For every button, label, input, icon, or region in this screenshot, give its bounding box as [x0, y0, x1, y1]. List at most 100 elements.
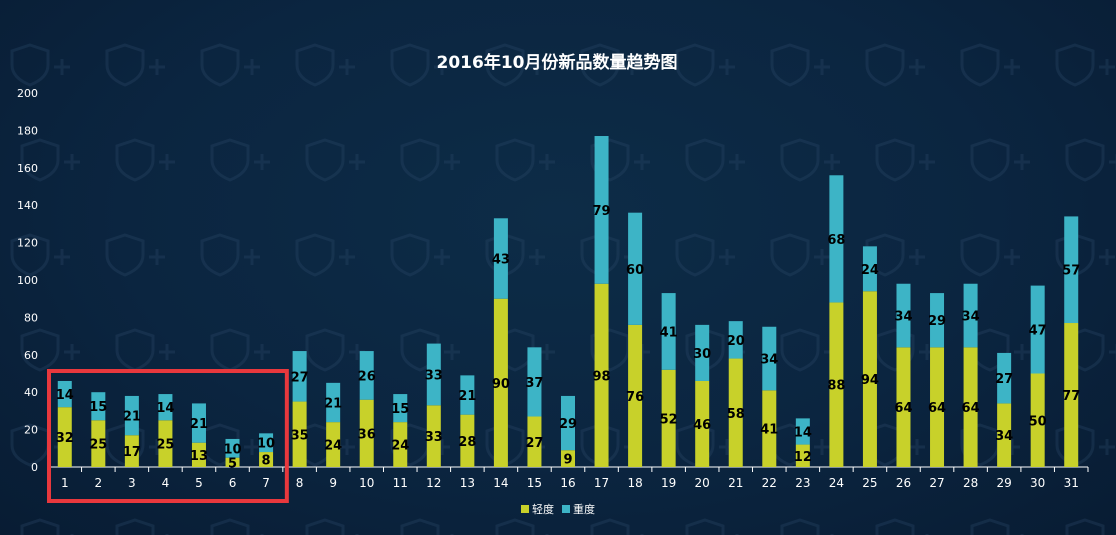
watermark-logo — [390, 233, 450, 277]
watermark-logo — [770, 233, 830, 277]
bar-segment-heavy — [359, 351, 374, 400]
highlight-box — [47, 369, 289, 503]
watermark-logo — [1065, 518, 1116, 535]
legend-swatch-heavy — [562, 505, 570, 513]
x-tick-label: 15 — [527, 476, 542, 490]
y-tick-label: 140 — [17, 199, 38, 212]
watermark-logo — [495, 518, 549, 535]
data-label: 46 — [693, 418, 711, 433]
watermark-logo — [960, 233, 1020, 277]
data-label: 24 — [861, 263, 879, 278]
x-tick-label: 17 — [594, 476, 609, 490]
watermark-logo — [10, 233, 70, 277]
x-tick-label: 9 — [329, 476, 337, 490]
data-label: 34 — [760, 353, 778, 368]
chart-title: 2016年10月份新品数量趋势图 — [437, 52, 678, 73]
data-label: 41 — [660, 325, 678, 340]
x-tick-label: 20 — [695, 476, 710, 490]
data-label: 52 — [660, 412, 678, 427]
bar-segment-heavy — [191, 403, 206, 443]
watermark-logo — [10, 43, 70, 87]
bar-segment-light — [91, 420, 106, 467]
x-tick-label: 25 — [862, 476, 877, 490]
bar-segment-heavy — [527, 347, 542, 417]
bar-segment-heavy — [1030, 285, 1045, 374]
watermark-logo — [675, 43, 735, 87]
data-label: 10 — [223, 442, 241, 457]
x-tick-label: 11 — [393, 476, 408, 490]
data-label: 27 — [525, 436, 543, 451]
data-label: 64 — [962, 401, 980, 416]
bar-segment-heavy — [57, 380, 72, 408]
bar-segment-heavy — [896, 283, 911, 348]
bar-segment-light — [829, 302, 844, 467]
y-tick-label: 100 — [17, 274, 38, 287]
data-label: 76 — [626, 390, 644, 405]
watermark-logo — [105, 233, 165, 277]
watermark-logo — [590, 518, 644, 535]
bar-segment-light — [963, 347, 978, 467]
data-label: 68 — [827, 233, 845, 248]
bar-segment-heavy — [561, 395, 575, 451]
data-label: 60 — [626, 263, 644, 278]
data-label: 21 — [458, 389, 476, 404]
watermark-logo — [210, 518, 264, 535]
data-label: 10 — [257, 437, 275, 452]
x-tick-label: 8 — [296, 476, 304, 490]
x-tick-label: 23 — [795, 476, 810, 490]
x-tick-label: 19 — [661, 476, 676, 490]
watermark-logo — [1065, 138, 1116, 182]
data-label: 5 — [228, 456, 237, 471]
x-tick-label: 13 — [460, 476, 475, 490]
data-label: 29 — [928, 314, 946, 329]
data-label: 43 — [492, 252, 510, 267]
watermark-logo — [970, 518, 1024, 535]
data-label: 21 — [190, 417, 208, 432]
data-label: 88 — [827, 379, 845, 394]
watermark-logo — [200, 43, 260, 87]
watermark-logo — [485, 43, 545, 87]
data-label: 15 — [391, 402, 409, 417]
bar-segment-light — [728, 358, 743, 467]
watermark-logo — [105, 43, 165, 87]
data-label: 25 — [89, 438, 107, 453]
bar-segment-light — [191, 442, 206, 467]
bar-segment-light — [225, 457, 240, 467]
bar-segment-heavy — [829, 175, 844, 303]
bar-segment-heavy — [862, 246, 877, 292]
data-label: 13 — [190, 449, 208, 464]
data-label: 26 — [358, 369, 376, 384]
bar-segment-light — [561, 450, 575, 467]
watermark-logo — [685, 138, 745, 182]
bar-segment-heavy — [997, 352, 1012, 404]
x-tick-label: 2 — [95, 476, 103, 490]
watermark-logo — [20, 518, 74, 535]
data-label: 28 — [458, 435, 476, 450]
bar-segment-light — [997, 403, 1012, 467]
watermark-logo — [400, 518, 454, 535]
bar-segment-light — [762, 390, 777, 467]
data-label: 36 — [358, 427, 376, 442]
y-tick-label: 80 — [24, 311, 38, 324]
data-label: 34 — [894, 310, 912, 325]
data-label: 64 — [928, 401, 946, 416]
data-label: 33 — [425, 368, 443, 383]
x-tick-label: 18 — [627, 476, 642, 490]
bar-segment-heavy — [91, 392, 106, 421]
data-label: 30 — [693, 347, 711, 362]
bar-segment-heavy — [426, 343, 441, 406]
watermark-logo — [780, 518, 834, 535]
data-label: 9 — [563, 453, 572, 468]
data-label: 35 — [291, 428, 309, 443]
x-tick-label: 3 — [128, 476, 136, 490]
x-tick-label: 28 — [963, 476, 978, 490]
legend-label: 重度 — [573, 502, 595, 516]
watermark-logo — [20, 138, 80, 182]
data-label: 47 — [1029, 324, 1047, 339]
y-tick-label: 60 — [24, 349, 38, 362]
watermark-logo — [780, 138, 840, 182]
bar-segment-heavy — [963, 283, 978, 348]
bar-segment-light — [661, 369, 676, 467]
x-tick-label: 31 — [1064, 476, 1079, 490]
bar-segment-light — [158, 420, 173, 467]
